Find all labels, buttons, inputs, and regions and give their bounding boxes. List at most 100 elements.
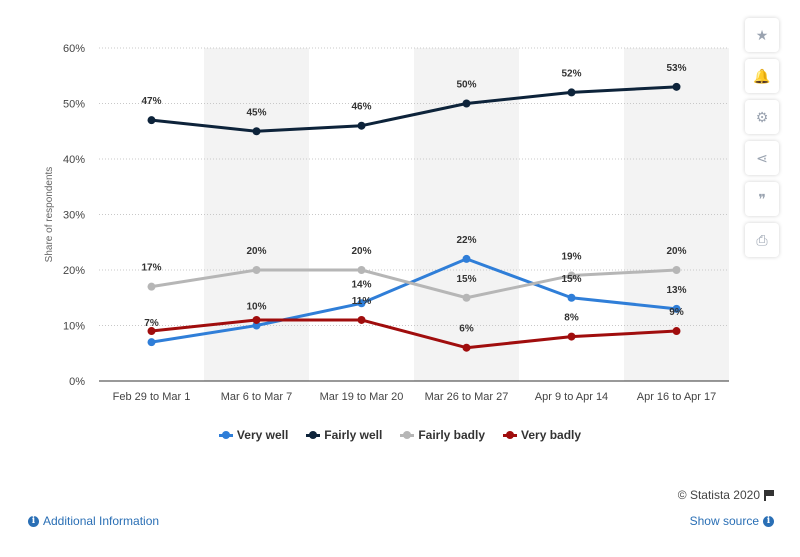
point-very-well[interactable] [672, 304, 681, 313]
point-fairly-badly[interactable] [567, 271, 576, 280]
x-tick-label: Feb 29 to Mar 1 [113, 391, 191, 403]
point-fairly-badly[interactable] [462, 293, 471, 302]
data-label-fairly-well: 53% [666, 63, 686, 74]
point-very-badly[interactable] [252, 315, 261, 324]
point-fairly-well[interactable] [147, 116, 156, 125]
x-tick-label: Mar 6 to Mar 7 [221, 391, 293, 403]
share-button[interactable]: ⋖ [745, 141, 779, 175]
data-label-very-badly: 6% [459, 324, 474, 335]
x-tick-label: Mar 26 to Mar 27 [425, 391, 509, 403]
series-line-fairly-badly[interactable] [151, 268, 677, 300]
point-very-well[interactable] [357, 299, 366, 308]
data-label-fairly-well: 45% [246, 107, 266, 118]
data-label-fairly-badly: 15% [456, 274, 476, 285]
data-label-very-well: 15% [561, 274, 581, 285]
data-label-fairly-badly: 17% [141, 263, 161, 274]
data-label-very-well: 14% [351, 279, 371, 290]
point-fairly-badly[interactable] [147, 282, 156, 291]
legend-item-fairly-badly[interactable]: Fairly badly [400, 428, 485, 442]
x-tick-label: Apr 16 to Apr 17 [637, 391, 717, 403]
data-label-very-badly: 11% [352, 296, 372, 307]
series-line-fairly-well[interactable] [151, 85, 677, 133]
legend-swatch [218, 431, 233, 439]
point-fairly-well[interactable] [462, 99, 471, 108]
legend-label: Fairly well [324, 428, 383, 442]
show-source-link[interactable]: Show source i [690, 514, 774, 528]
data-labels: 7% 10% 14% 22% 15% 13% 47% 45% 46% 50% 52% 53% 17% 20… [141, 63, 686, 335]
series-lines [151, 85, 677, 350]
point-very-well[interactable] [252, 321, 261, 330]
y-tick-label: 60% [63, 43, 85, 55]
point-very-well[interactable] [567, 293, 576, 302]
data-label-fairly-well: 52% [561, 68, 581, 79]
credits: © Statista 2020 [678, 488, 774, 502]
data-label-very-badly: 8% [564, 313, 579, 324]
legend-swatch [306, 431, 321, 439]
point-very-badly[interactable] [462, 343, 471, 352]
legend-label: Very well [236, 428, 289, 442]
bell-icon: 🔔 [753, 67, 771, 84]
x-tick-label: Apr 9 to Apr 14 [535, 391, 608, 403]
point-fairly-badly[interactable] [672, 266, 681, 274]
point-very-badly[interactable] [567, 332, 576, 341]
quote-icon: ❞ [758, 190, 766, 207]
legend-label: Very badly [521, 428, 582, 442]
bell-button[interactable]: 🔔 [745, 59, 779, 93]
data-label-very-well: 22% [456, 235, 476, 246]
gear-icon: ⚙ [755, 108, 769, 125]
point-fairly-well[interactable] [357, 121, 366, 130]
additional-information-link[interactable]: i Additional Information [28, 514, 159, 528]
point-fairly-well[interactable] [252, 127, 261, 136]
data-label-fairly-well: 47% [141, 96, 161, 107]
y-tick-label: 20% [63, 265, 85, 277]
info-icon: i [28, 515, 39, 527]
gear-button[interactable]: ⚙ [745, 100, 779, 134]
legend-label: Fairly badly [418, 428, 486, 442]
data-label-fairly-badly: 19% [561, 252, 581, 263]
point-very-well[interactable] [462, 254, 471, 263]
quote-button[interactable]: ❞ [745, 182, 779, 216]
legend-item-very-well[interactable]: Very well [218, 428, 289, 442]
statista-credit[interactable]: © Statista 2020 [677, 488, 760, 502]
legend-item-very-badly[interactable]: Very badly [503, 428, 581, 442]
y-tick-label: 10% [63, 321, 85, 333]
series-line-very-badly[interactable] [151, 318, 677, 350]
share-icon: ⋖ [756, 149, 768, 166]
data-label-very-well: 13% [666, 285, 686, 296]
y-axis-title: Share of respondents [44, 167, 55, 263]
additional-information-label: Additional Information [43, 514, 160, 528]
y-tick-label: 0% [69, 376, 85, 388]
show-source-label: Show source [689, 514, 759, 528]
point-very-badly[interactable] [147, 327, 156, 336]
toolbar: ★ 🔔 ⚙ ⋖ ❞ ⎙ [745, 18, 779, 257]
x-tick-label: Mar 19 to Mar 20 [320, 391, 404, 403]
point-very-badly[interactable] [357, 315, 366, 324]
flag-icon[interactable] [764, 490, 774, 501]
y-axis-ticks: 0% 10% 20% 30% 40% 50% 60% [63, 43, 85, 388]
point-fairly-well[interactable] [672, 82, 681, 91]
print-button[interactable]: ⎙ [745, 223, 779, 257]
point-very-well[interactable] [147, 338, 156, 347]
data-label-fairly-badly: 20% [351, 246, 371, 257]
y-tick-label: 30% [63, 210, 85, 222]
star-icon: ★ [755, 26, 769, 43]
print-icon: ⎙ [756, 231, 768, 248]
point-very-badly[interactable] [672, 327, 681, 336]
data-label-fairly-badly: 20% [246, 246, 266, 257]
star-button[interactable]: ★ [745, 18, 779, 52]
point-fairly-badly[interactable] [357, 266, 366, 274]
series-line-very-well[interactable] [151, 257, 677, 344]
data-label-fairly-well: 46% [351, 102, 371, 113]
legend-swatch [400, 431, 415, 439]
x-axis-ticks: Feb 29 to Mar 1 Mar 6 to Mar 7 Mar 19 to M… [113, 391, 717, 403]
data-label-very-well: 7% [144, 318, 159, 329]
data-label-fairly-badly: 20% [666, 246, 686, 257]
legend: Very well Fairly well Fairly badly Very bad… [0, 428, 800, 442]
legend-item-fairly-well[interactable]: Fairly well [306, 428, 382, 442]
series-points [147, 82, 681, 352]
legend-swatch [503, 431, 518, 439]
point-fairly-badly[interactable] [252, 266, 261, 274]
data-label-very-well: 10% [246, 302, 266, 313]
point-fairly-well[interactable] [567, 88, 576, 97]
